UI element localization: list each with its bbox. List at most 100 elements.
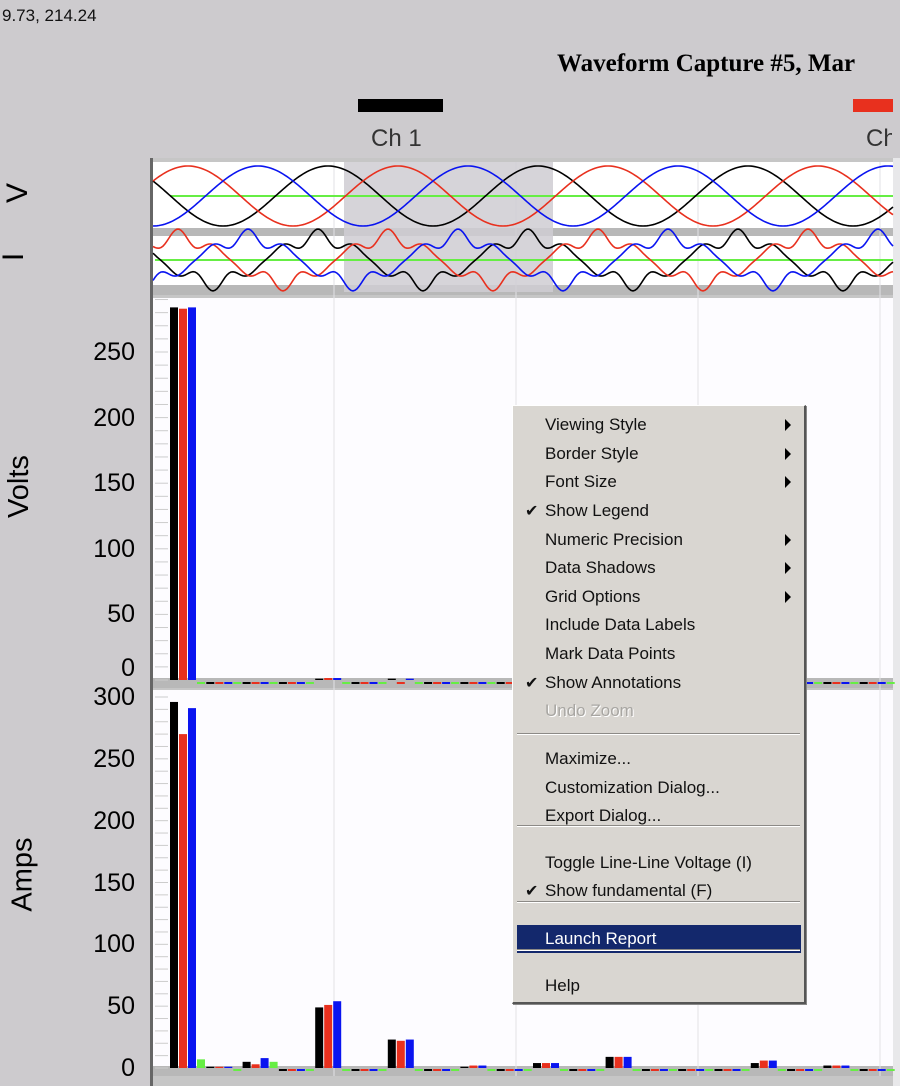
bar-h14-ch2 [650,1069,659,1071]
bar-h5-ch4 [342,682,351,684]
bar-h5-ch3 [333,1001,342,1068]
submenu-arrow-icon [785,534,791,546]
bar-h4-ch4 [305,682,314,684]
bar-h2-ch1 [206,682,215,684]
bar-h11-ch1 [533,1063,541,1068]
menu-item-grid-options[interactable]: Grid Options [517,583,801,611]
menu-item-undo-zoom: Undo Zoom [517,697,801,725]
current-trace-ch3 [152,228,894,292]
bar-h12-ch4 [596,1069,605,1071]
bar-h7-ch3 [405,678,414,680]
menu-separator [517,901,800,903]
bar-h15-ch2 [687,1069,696,1071]
menu-item-show-annotations[interactable]: ✔ Show Annotations [517,669,801,697]
bar-h3-ch2 [251,682,260,684]
bar-h10-ch4 [523,1069,532,1071]
menu-item-help[interactable]: Help [517,972,801,1000]
y-tick-label: 100 [93,930,135,959]
bar-h8-ch3 [442,682,451,684]
bar-h17-ch1 [750,1063,759,1068]
menu-item-label: Help [545,976,580,995]
menu-item-label: Export Dialog... [545,806,662,825]
bar-h2-ch3 [224,1066,233,1068]
bar-h20-ch2 [868,682,877,684]
bar-h12-ch3 [587,1069,596,1071]
bar-h19-ch1 [823,1065,832,1068]
bar-h3-ch4 [269,1061,278,1068]
bar-h14-ch4 [668,1069,677,1071]
menu-item-label: Maximize... [545,749,631,768]
bar-h18-ch3 [805,682,814,684]
bar-h3-ch1 [242,1061,251,1068]
bar-h6-ch2 [360,1069,369,1071]
bar-h4-ch2 [287,682,296,684]
bar-h9-ch3 [478,682,487,684]
chart-title: Waveform Capture #5, Mar [557,50,856,77]
bar-h5-ch1 [315,678,324,680]
menu-item-show-fundamental-f[interactable]: ✔ Show fundamental (F) [517,877,801,905]
bar-h8-ch4 [451,682,460,684]
bar-h7-ch1 [387,1039,396,1068]
bar-h4-ch3 [296,1069,305,1071]
legend-swatch-ch1 [358,99,443,112]
menu-item-font-size[interactable]: Font Size [517,468,801,496]
menu-item-label: Border Style [545,444,639,463]
cursor-readout: 9.73, 214.24 [2,6,97,25]
menu-item-mark-data-points[interactable]: Mark Data Points [517,640,801,668]
submenu-arrow-icon [785,476,791,488]
submenu-arrow-icon [785,562,791,574]
menu-item-customization-dialog[interactable]: Customization Dialog... [517,774,801,802]
y-tick-label: 0 [121,1054,135,1082]
submenu-arrow-icon [785,419,791,431]
bar-h11-ch4 [560,1069,568,1071]
bar-h10-ch2 [505,1069,514,1071]
bar-h12-ch2 [578,1069,587,1071]
bar-h15-ch4 [705,1069,714,1071]
bar-h19-ch4 [850,1069,859,1071]
bar-h1-ch2 [179,734,187,1068]
menu-item-show-legend[interactable]: ✔ Show Legend [517,497,801,525]
bar-h6-ch1 [351,1069,360,1071]
bar-h15-ch3 [696,1069,705,1071]
menu-item-border-style[interactable]: Border Style [517,440,801,468]
bar-h2-ch2 [215,682,224,684]
menu-item-export-dialog[interactable]: Export Dialog... [517,802,801,830]
bar-h3-ch4 [269,682,278,684]
menu-item-data-shadows[interactable]: Data Shadows [517,554,801,582]
menu-item-label: Launch Report [545,929,657,948]
bar-h2-ch4 [233,682,242,684]
y-tick-label: 0 [121,654,135,682]
menu-separator [517,949,800,951]
bar-h7-ch4 [414,1069,423,1071]
menu-item-viewing-style[interactable]: Viewing Style [517,411,801,439]
check-icon: ✔ [525,883,539,900]
menu-item-include-data-labels[interactable]: Include Data Labels [517,611,801,639]
bar-h6-ch1 [351,682,360,684]
legend-label-ch2: Ch [866,125,892,152]
menu-item-numeric-precision[interactable]: Numeric Precision [517,526,801,554]
menu-item-label: Show Legend [545,501,649,520]
menu-item-label: Show fundamental (F) [545,881,713,900]
bar-h9-ch4 [487,682,496,684]
legend-label-ch1: Ch 1 [371,125,422,152]
bar-h1-ch2 [179,308,187,680]
y-tick-label: 150 [93,469,135,498]
bar-h6-ch2 [360,682,369,684]
bar-h8-ch3 [442,1069,451,1071]
menu-item-maximize[interactable]: Maximize... [517,745,801,773]
y-tick-label: 200 [93,403,135,432]
bar-h9-ch2 [469,682,478,684]
menu-item-label: Mark Data Points [545,644,676,663]
bar-h16-ch4 [741,1069,750,1071]
menu-item-toggle-line-line-voltage-i[interactable]: Toggle Line-Line Voltage (I) [517,849,801,877]
legend-swatch-ch2 [853,99,893,112]
bar-h2-ch4 [233,1069,242,1071]
bar-h5-ch2 [324,1004,333,1068]
menu-separator [517,825,800,827]
check-icon: ✔ [525,675,539,692]
y-tick-label: 200 [93,806,135,835]
menu-item-launch-report[interactable]: Launch Report [517,925,801,953]
bar-h16-ch2 [723,1069,732,1071]
menu-item-label: Numeric Precision [545,530,683,549]
plot-left-border [150,158,153,1086]
